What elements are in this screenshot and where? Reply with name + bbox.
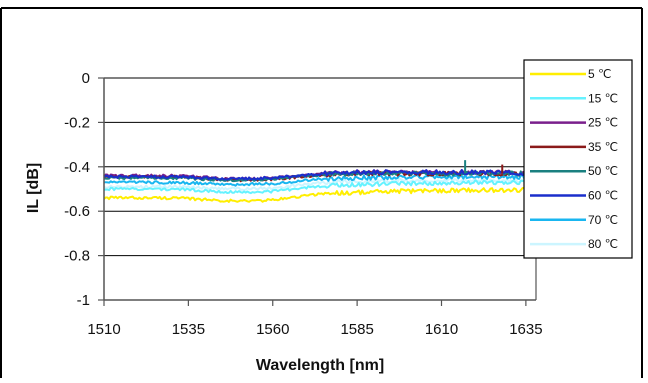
legend-label-6: 70 ℃	[588, 213, 618, 227]
series-line-0	[103, 186, 537, 203]
gridlines	[104, 77, 536, 257]
legend-label-3: 35 ℃	[588, 140, 618, 154]
legend-label-0: 5 ℃	[588, 67, 611, 81]
x-tick-label-0: 1510	[87, 321, 120, 338]
x-tick-label-5: 1635	[509, 321, 542, 338]
series-line-5	[103, 169, 537, 181]
legend-label-7: 80 ℃	[588, 237, 618, 251]
x-tick-label-4: 1610	[425, 321, 458, 338]
y-tick-label-5: -1	[77, 292, 90, 309]
series-lines	[103, 160, 537, 203]
y-tick-label-2: -0.4	[64, 159, 90, 176]
x-tick-label-1: 1535	[172, 321, 205, 338]
x-tick-label-3: 1585	[340, 321, 373, 338]
y-tick-label-1: -0.2	[64, 114, 90, 131]
legend-label-1: 15 ℃	[588, 91, 618, 105]
x-tick-labels: 1510 1535 1560 1585 1610 1635	[87, 321, 542, 338]
series-line-6	[103, 173, 537, 187]
y-tick-labels: 0 -0.2 -0.4 -0.6 -0.8 -1	[64, 70, 90, 309]
x-axis-title: Wavelength [nm]	[256, 357, 384, 374]
y-tick-label-3: -0.6	[64, 203, 90, 220]
y-tick-label-4: -0.8	[64, 248, 90, 265]
series-line-1	[103, 178, 537, 195]
legend-label-5: 60 ℃	[588, 189, 618, 203]
legend-label-4: 50 ℃	[588, 164, 618, 178]
legend: 5 ℃ 15 ℃ 25 ℃ 35 ℃ 50 ℃ 60 ℃ 70 ℃ 80 ℃	[523, 59, 633, 259]
x-tick-label-2: 1560	[256, 321, 289, 338]
legend-box	[523, 59, 633, 259]
y-axis-title: IL [dB]	[25, 163, 42, 213]
legend-label-2: 25 ℃	[588, 116, 618, 130]
y-tick-label-0: 0	[82, 70, 90, 87]
